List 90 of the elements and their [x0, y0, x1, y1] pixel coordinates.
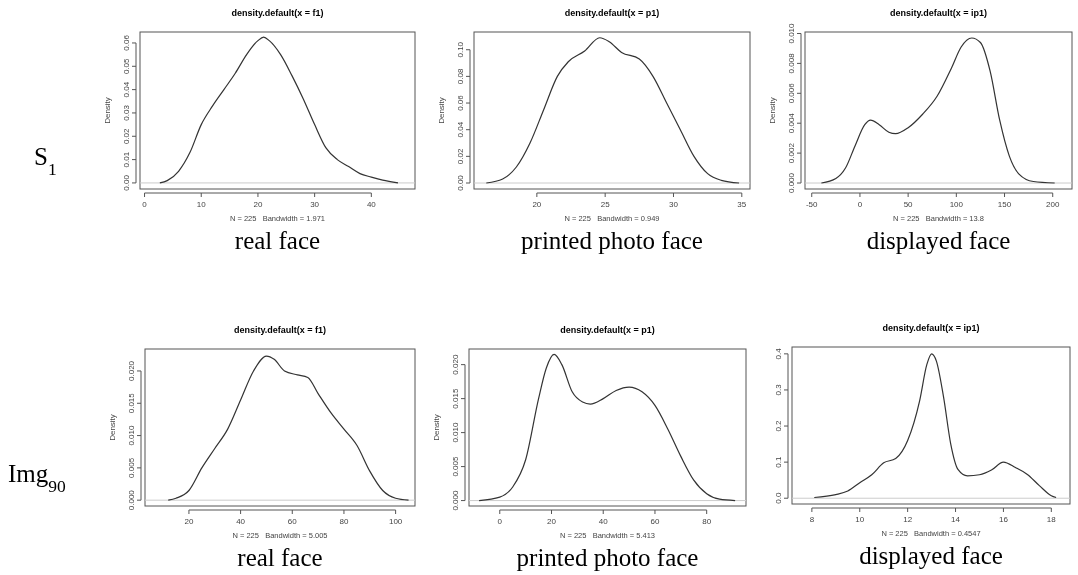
x-tick-label: 35	[737, 200, 747, 209]
x-tick-label: 40	[236, 517, 246, 526]
y-tick-label: 0.04	[122, 81, 131, 98]
chart-title: density.default(x = p1)	[560, 325, 655, 335]
x-tick-label: 20	[253, 200, 263, 209]
x-tick-label: 30	[310, 200, 320, 209]
y-tick-label: 0.000	[451, 490, 460, 511]
line-series	[813, 353, 1057, 499]
text: real face	[234, 227, 321, 254]
x-tick-label: 10	[196, 200, 207, 209]
x-tick-label: 20	[184, 517, 194, 526]
y-tick-label: 0.015	[451, 388, 460, 409]
y-tick-label: 0.008	[787, 52, 796, 74]
x-tick-label: 30	[669, 200, 679, 209]
line-series	[478, 353, 736, 502]
x-tick-label: 60	[287, 517, 298, 526]
chart-title: density.default(x = p1)	[564, 8, 660, 18]
chart-title: density.default(x = f1)	[231, 8, 324, 18]
x-tick-label: 40	[366, 200, 377, 209]
x-tick-label: 150	[997, 200, 1012, 209]
x-tick-label: 8	[809, 515, 815, 524]
x-tick-label: 0	[142, 200, 148, 209]
y-tick-label: 0.004	[787, 112, 796, 134]
text: Img$_{90}$	[8, 460, 67, 496]
y-tick-label: 0.0	[774, 492, 783, 504]
x-tick-label: 80	[702, 517, 712, 526]
x-tick-label: 14	[951, 515, 961, 524]
line-series	[167, 355, 410, 501]
y-axis-title: Density	[103, 97, 112, 124]
chart-title: density.default(x = ip1)	[889, 8, 988, 18]
y-tick-label: 0.002	[787, 142, 796, 164]
y-axis-title: Density	[768, 97, 777, 124]
x-tick-label: 20	[532, 200, 542, 209]
x-tick-label: 100	[388, 517, 403, 526]
y-tick-label: 0.3	[774, 383, 783, 396]
x-tick-label: 16	[998, 515, 1009, 524]
y-tick-label: 0.020	[451, 354, 460, 375]
y-tick-label: 0.06	[122, 34, 131, 51]
line-series	[159, 36, 399, 184]
line-series	[485, 37, 740, 184]
y-tick-label: 0.00	[456, 174, 465, 191]
y-tick-label: 0.03	[122, 104, 131, 121]
y-axis-title: Density	[432, 414, 441, 441]
text: S$_{1}$	[34, 143, 57, 179]
y-tick-label: 0.02	[122, 127, 131, 145]
x-tick-label: 60	[650, 517, 660, 526]
x-tick-label: 0	[497, 517, 503, 526]
y-tick-label: 0.05	[122, 57, 131, 75]
y-tick-label: 0.005	[127, 457, 136, 478]
y-tick-label: 0.06	[456, 94, 465, 111]
text: printed photo face	[516, 544, 699, 571]
y-tick-label: 0.00	[122, 174, 131, 191]
y-tick-label: 0.010	[127, 425, 136, 446]
chart-title: density.default(x = ip1)	[882, 323, 980, 333]
chart-title: density.default(x = f1)	[233, 325, 327, 335]
y-tick-label: 0.1	[774, 456, 783, 468]
text: real face	[237, 544, 323, 571]
x-tick-label: 0	[857, 200, 863, 209]
x-tick-label: 18	[1046, 515, 1057, 524]
x-tick-label: 200	[1046, 200, 1060, 209]
y-tick-label: 0.020	[127, 360, 136, 381]
text: printed photo face	[521, 227, 703, 254]
y-tick-label: 0.010	[451, 422, 460, 443]
y-tick-label: 0.4	[774, 347, 783, 360]
y-tick-label: 0.015	[127, 392, 136, 414]
text: displayed face	[866, 227, 1011, 254]
y-tick-label: 0.006	[787, 82, 796, 104]
y-tick-label: 0.010	[787, 22, 796, 44]
y-tick-label: 0.10	[456, 41, 465, 58]
y-tick-label: 0.000	[787, 172, 796, 194]
x-tick-label: 25	[600, 200, 611, 209]
y-tick-label: 0.2	[774, 419, 783, 432]
x-tick-label: 12	[903, 515, 913, 524]
x-tick-label: 100	[949, 200, 964, 209]
text: displayed face	[859, 542, 1003, 569]
x-tick-label: 80	[339, 517, 349, 526]
y-axis-title: Density	[437, 97, 446, 124]
x-tick-label: -50	[805, 200, 819, 209]
x-tick-label: 20	[547, 517, 557, 526]
y-tick-label: 0.08	[456, 68, 465, 85]
y-tick-label: 0.000	[127, 489, 136, 511]
y-tick-label: 0.01	[122, 151, 131, 168]
y-tick-label: 0.04	[456, 121, 465, 138]
x-tick-label: 10	[855, 515, 865, 524]
line-series	[820, 37, 1056, 184]
y-tick-label: 0.02	[456, 148, 465, 165]
y-tick-label: 0.005	[451, 456, 460, 477]
x-tick-label: 50	[903, 200, 914, 209]
y-axis-title: Density	[108, 414, 117, 441]
x-tick-label: 40	[598, 517, 609, 526]
